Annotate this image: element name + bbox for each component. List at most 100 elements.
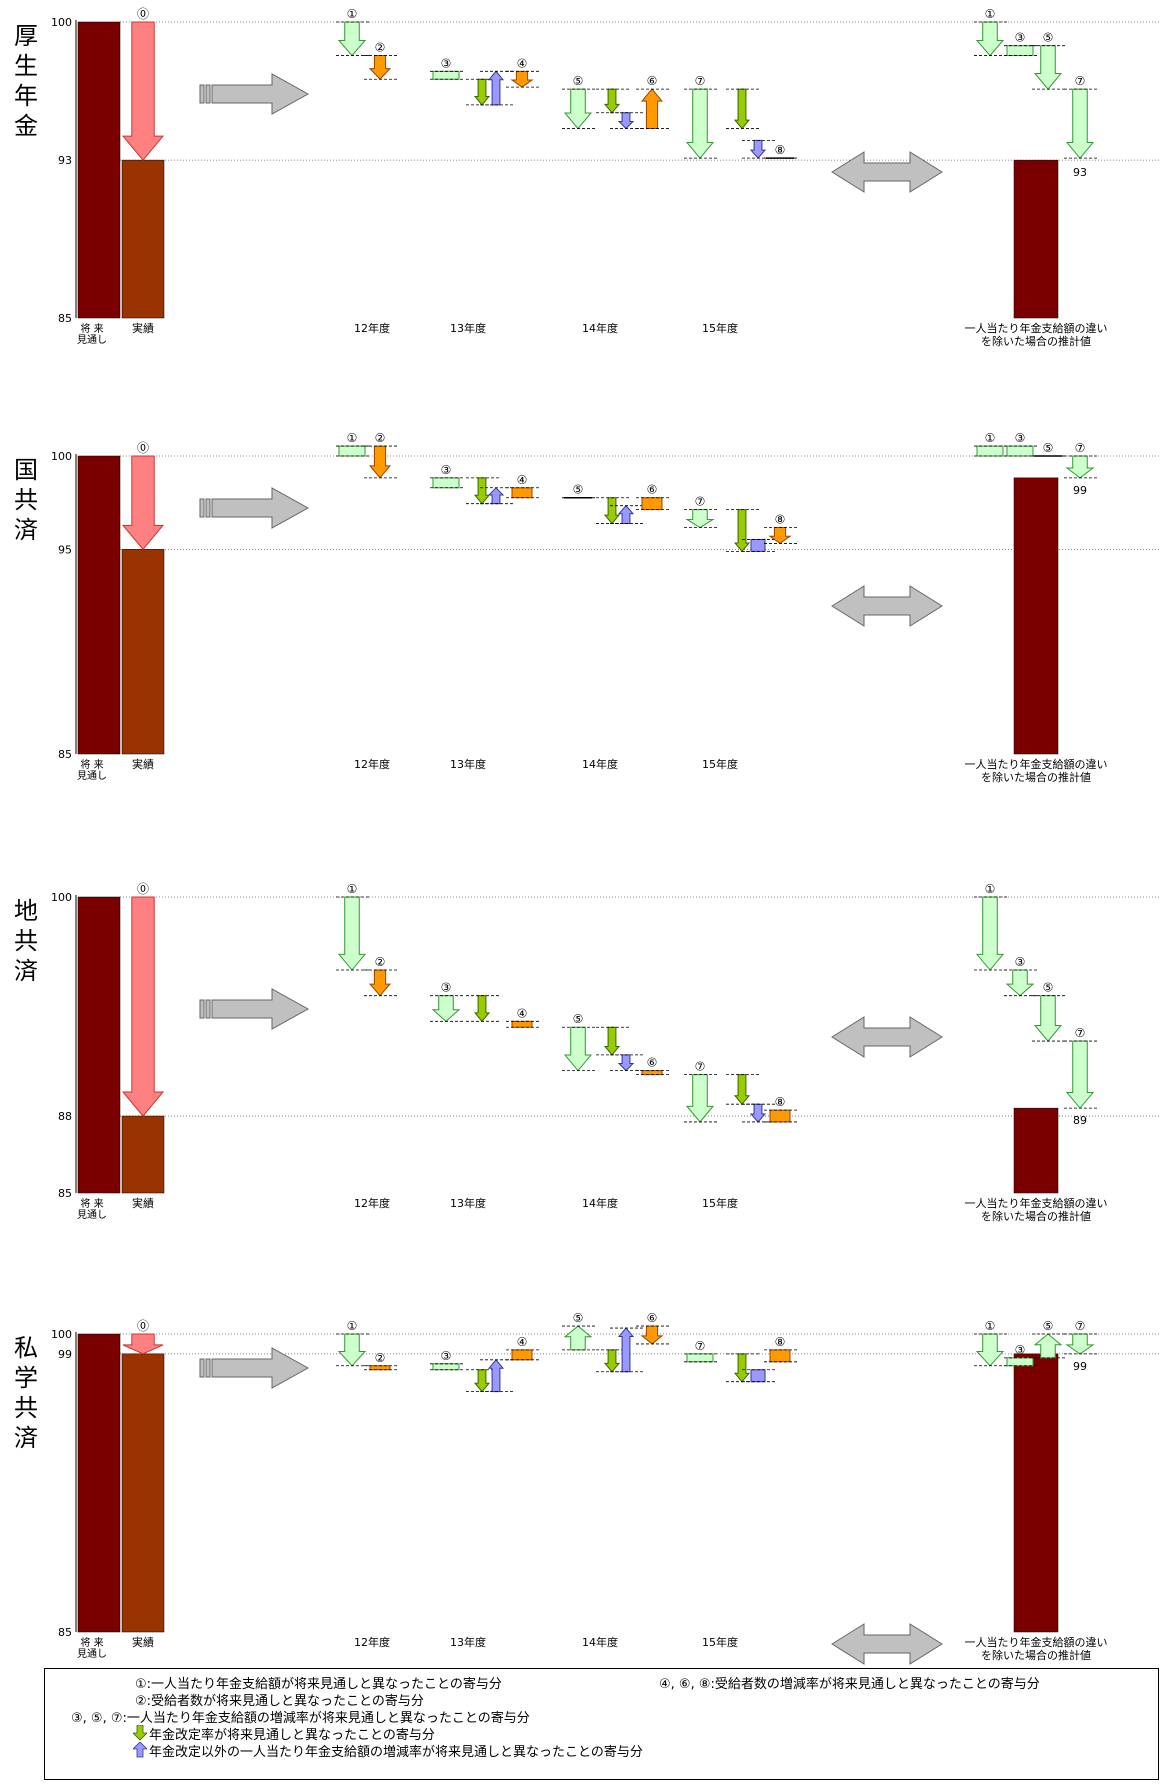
actual-label: 実績 [132,1196,154,1210]
chart-title-char: 私 [14,1334,38,1362]
year-label: 13年度 [450,1196,486,1210]
y-tick-label: 85 [58,1187,72,1200]
transition-arrow [199,73,310,115]
y-tick-label: 100 [51,450,72,463]
step-up-arrow [487,70,505,106]
legend-item-3: ③, ⑤, ⑦:一人当たり年金支給額の増減率が将来見通しと異なったことの寄与分 [71,1711,530,1726]
legend-item-5: 年金改定以外の一人当たり年金支給額の増減率が将来見通しと異なったことの寄与分 [149,1745,643,1760]
step-label: ② [375,1351,386,1365]
result-value-label: 99 [1073,1360,1087,1373]
step-block-mark [641,497,663,511]
result-step-down-arrow [1065,455,1095,479]
step-down-arrow [510,70,534,88]
step-label: ① [347,882,358,896]
chart-title-char: 共 [14,1394,38,1422]
year-label: 12年度 [354,1635,390,1649]
step-label: ⑧ [775,1095,786,1109]
step-down-arrow [733,1353,751,1383]
step-label: ⑥ [647,1056,658,1070]
step-label: ⑦ [695,1339,706,1353]
step-label: ② [375,41,386,55]
result-step-label: ⑦ [1075,441,1086,455]
step-down-arrow [617,1054,635,1072]
projection-label: 将 来 [80,759,103,771]
step-block-mark [686,1353,714,1363]
result-bar [1013,477,1059,755]
step-label: ⑥ [647,1311,658,1325]
drop-arrow-label: ⓪ [137,7,149,21]
projection-label-2: 見通し [77,1209,107,1221]
chart-title-char: 地 [14,897,38,925]
chart-title-char: 生 [14,52,38,80]
step-label: ② [375,955,386,969]
result-label: 一人当たり年金支給額の違い [965,1196,1108,1210]
year-label: 14年度 [582,1196,618,1210]
legend-item-2: ②:受給者数が将来見通しと異なったことの寄与分 [135,1694,424,1709]
result-step-label: ⑦ [1075,1319,1086,1333]
step-block-mark [432,477,460,489]
comparison-double-arrow [831,585,943,627]
result-step-block-mark [1006,1357,1034,1367]
step-down-arrow [685,88,715,159]
projection-label: 将 来 [80,1198,103,1210]
actual-bar [121,1115,165,1194]
step-down-arrow [431,995,461,1022]
projection-bar [77,1333,121,1633]
result-label: 一人当たり年金支給額の違い [965,1635,1108,1649]
y-tick-label: 88 [58,1110,72,1123]
step-up-arrow [487,1359,505,1393]
step-block-mark [511,487,533,499]
y-tick-label: 95 [58,543,72,556]
result-bar [1013,1107,1059,1194]
result-step-label: ③ [1015,1343,1026,1357]
step-down-arrow [603,497,621,525]
projection-label-2: 見通し [77,1648,107,1660]
result-value-label: 93 [1073,166,1087,179]
result-step-label: ① [985,1319,996,1333]
result-step-block-mark [976,445,1004,457]
step-down-arrow [473,78,491,106]
year-label: 15年度 [702,1196,738,1210]
step-label: ⑦ [695,74,706,88]
comparison-double-arrow [831,151,943,193]
step-down-arrow [563,1026,593,1072]
step-up-arrow [640,88,664,130]
transition-arrow [199,988,310,1030]
actual-bar [121,159,165,319]
step-label: ④ [517,56,528,70]
step-label: ⑧ [775,143,786,157]
step-down-arrow [473,1369,491,1393]
step-label: ⑤ [573,1012,584,1026]
actual-label: 実績 [132,1635,154,1649]
chart-panel-3: 地共済 100 88 85 ⓪ ① ② ③ ④ ⑤ ⑥ ⑦ ⑧ ① ③ ⑤ ⑦ 89 将 来見通し 実績 12年度 13年… [14,882,1160,1223]
drop-arrow-label: ⓪ [137,441,149,455]
result-step-up-arrow [1033,1333,1063,1359]
chart-title-char: 共 [14,927,38,955]
step-label: ⑥ [647,483,658,497]
result-step-down-arrow [975,896,1005,971]
result-label-2: を除いた場合の推計値 [981,1648,1091,1662]
step-down-arrow [733,509,751,553]
step-down-arrow [749,139,767,159]
result-step-label: ① [985,882,996,896]
step-block-mark [511,1349,533,1361]
step-label: ④ [517,1335,528,1349]
step-label: ⑤ [573,1311,584,1325]
step-block-mark [641,1070,663,1076]
step-down-arrow [563,88,593,130]
step-block-mark [769,1109,791,1123]
transition-arrow [199,487,310,529]
step-down-arrow [368,445,392,479]
drop-arrow-label: ⓪ [137,882,149,896]
drop-arrow-0 [121,455,165,551]
projection-label: 将 来 [80,1637,103,1649]
result-step-down-arrow [1065,1040,1095,1109]
step-label: ④ [517,1006,528,1020]
step-label: ④ [517,473,528,487]
year-label: 13年度 [450,1635,486,1649]
step-label: ① [347,7,358,21]
actual-bar [121,549,165,755]
step-down-arrow [473,995,491,1023]
chart-title-char: 共 [14,486,38,514]
